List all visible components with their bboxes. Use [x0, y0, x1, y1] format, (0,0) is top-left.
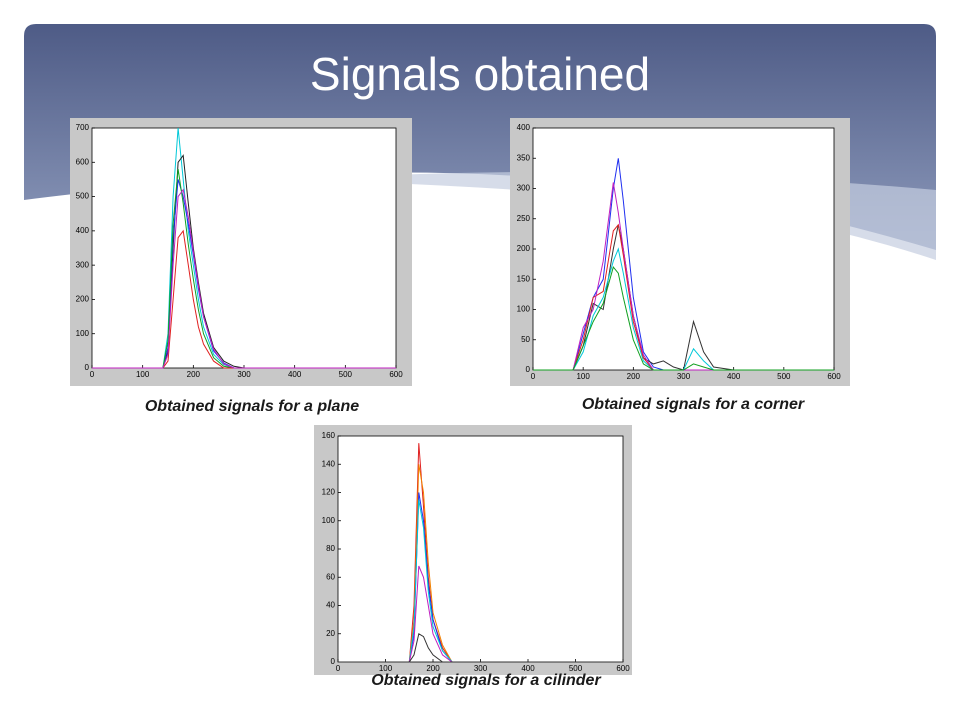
y-tick-label: 0 [331, 657, 336, 666]
y-tick-label: 40 [326, 601, 335, 610]
x-tick-label: 100 [136, 370, 150, 379]
x-tick-label: 200 [627, 372, 641, 381]
y-tick-label: 200 [76, 295, 90, 304]
x-tick-label: 500 [339, 370, 353, 379]
x-tick-label: 400 [727, 372, 741, 381]
signal-line [338, 633, 623, 663]
y-tick-label: 60 [326, 572, 335, 581]
chart-caption: Obtained signals for a cilinder [371, 672, 601, 689]
y-tick-label: 0 [526, 365, 531, 374]
y-tick-label: 150 [517, 274, 531, 283]
y-tick-label: 600 [76, 157, 90, 166]
y-tick-label: 300 [517, 184, 531, 193]
x-tick-label: 0 [336, 664, 341, 673]
x-tick-label: 300 [237, 370, 251, 379]
signal-line [92, 188, 396, 369]
y-tick-label: 200 [517, 244, 531, 253]
y-tick-label: 20 [326, 629, 335, 638]
x-tick-label: 500 [777, 372, 791, 381]
x-tick-label: 300 [677, 372, 691, 381]
y-tick-label: 250 [517, 214, 531, 223]
signal-line [533, 247, 834, 371]
x-tick-label: 600 [827, 372, 841, 381]
x-tick-label: 400 [288, 370, 302, 379]
y-tick-label: 80 [326, 544, 335, 553]
signal-line [533, 224, 834, 371]
y-tick-label: 100 [322, 516, 336, 525]
x-tick-label: 200 [187, 370, 201, 379]
x-tick-label: 600 [389, 370, 403, 379]
chart-caption: Obtained signals for a plane [145, 398, 359, 415]
x-tick-label: 300 [474, 664, 488, 673]
plot-area [91, 127, 397, 369]
y-tick-label: 400 [517, 123, 531, 132]
y-tick-label: 0 [85, 363, 90, 372]
x-tick-label: 0 [531, 372, 536, 381]
signal-line [533, 266, 834, 371]
y-tick-label: 50 [521, 335, 530, 344]
y-tick-label: 100 [517, 305, 531, 314]
plot-area [337, 435, 624, 663]
y-tick-label: 140 [322, 459, 336, 468]
x-tick-label: 100 [379, 664, 393, 673]
chart-caption: Obtained signals for a corner [582, 396, 805, 413]
y-tick-label: 400 [76, 226, 90, 235]
y-tick-label: 500 [76, 192, 90, 201]
x-tick-label: 500 [569, 664, 583, 673]
x-tick-label: 600 [616, 664, 630, 673]
x-tick-label: 200 [426, 664, 440, 673]
x-tick-label: 0 [90, 370, 95, 379]
y-tick-label: 350 [517, 153, 531, 162]
y-tick-label: 160 [322, 431, 336, 440]
y-tick-label: 700 [76, 123, 90, 132]
y-tick-label: 120 [322, 488, 336, 497]
plot-area [532, 127, 835, 371]
y-tick-label: 100 [76, 329, 90, 338]
slide-title: Signals obtained [310, 48, 650, 100]
x-tick-label: 400 [521, 664, 535, 673]
y-tick-label: 300 [76, 260, 90, 269]
x-tick-label: 100 [576, 372, 590, 381]
